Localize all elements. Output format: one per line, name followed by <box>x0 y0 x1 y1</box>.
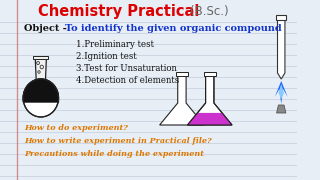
Polygon shape <box>23 79 59 102</box>
Text: To identify the given organic compound: To identify the given organic compound <box>65 24 282 33</box>
Polygon shape <box>275 81 288 104</box>
Text: How to do experiment?: How to do experiment? <box>24 124 128 132</box>
Text: 3.Test for Unsaturation: 3.Test for Unsaturation <box>76 64 177 73</box>
Polygon shape <box>160 75 204 125</box>
Text: 1.Preliminary test: 1.Preliminary test <box>76 39 154 48</box>
Polygon shape <box>277 18 285 79</box>
Polygon shape <box>33 56 48 59</box>
Polygon shape <box>276 105 286 113</box>
Polygon shape <box>188 75 232 125</box>
Text: (B.Sc.): (B.Sc.) <box>190 4 229 17</box>
Polygon shape <box>278 84 284 99</box>
Polygon shape <box>35 58 46 80</box>
Polygon shape <box>204 72 216 76</box>
Text: Chemistry Practical: Chemistry Practical <box>38 3 199 19</box>
Text: Precautions while doing the experiment: Precautions while doing the experiment <box>24 150 204 158</box>
Text: Object -: Object - <box>24 24 70 33</box>
Circle shape <box>23 79 59 117</box>
Text: 4.Detection of elements: 4.Detection of elements <box>76 75 179 84</box>
Polygon shape <box>276 15 286 20</box>
Text: 2.Ignition test: 2.Ignition test <box>76 51 137 60</box>
Polygon shape <box>188 113 232 125</box>
Text: How to write experiment in Practical file?: How to write experiment in Practical fil… <box>24 137 212 145</box>
Polygon shape <box>176 72 188 76</box>
